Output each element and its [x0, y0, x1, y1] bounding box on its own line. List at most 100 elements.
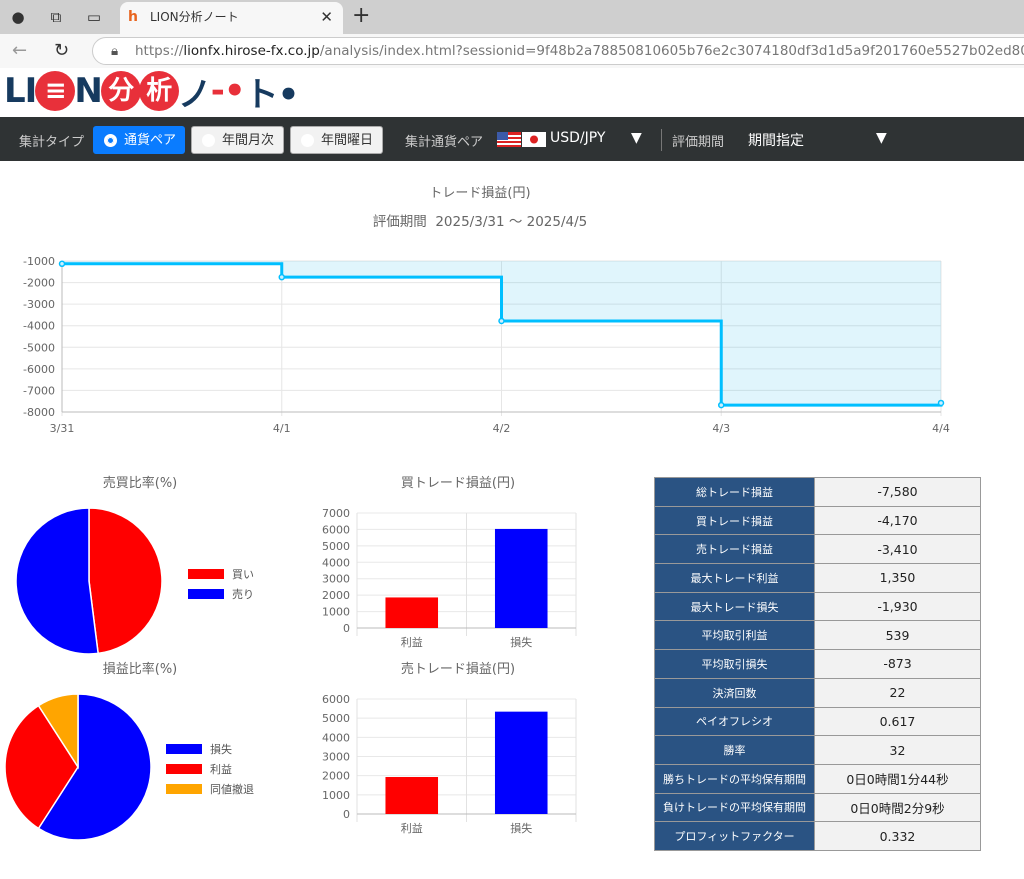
sell-trade-bar-chart: 0 1000 2000 3000 4000 5000 6000 利益 損失 [322, 693, 577, 835]
y-tick-label: 4000 [322, 731, 350, 744]
legend-label: 買い [232, 568, 254, 581]
stat-value: 0日0時間2分9秒 [814, 792, 981, 823]
legend-profit[interactable]: 利益 [166, 761, 232, 777]
new-tab-icon[interactable]: + [352, 3, 371, 28]
stats-row: 買トレード損益 -4,170 [654, 505, 981, 536]
us-flag-icon [497, 132, 521, 147]
url-path: /analysis/index.html?sessionid=9f48b2a78… [319, 43, 1024, 59]
radio-yearly-monthly[interactable]: 年間月次 [191, 126, 284, 154]
period-select[interactable]: 期間指定 [748, 133, 804, 149]
stats-row: 最大トレード利益 1,350 [654, 563, 981, 593]
x-tick-label: 損失 [510, 821, 532, 835]
legend-even[interactable]: 同値撤退 [166, 781, 254, 797]
pair-label: 集計通貨ペア [405, 135, 484, 150]
pie-slice [37, 693, 79, 770]
period-dropdown-icon[interactable]: ▼ [876, 130, 887, 146]
jp-flag-icon [522, 132, 546, 147]
y-tick-label: 3000 [322, 751, 350, 764]
stat-label: 決済回数 [654, 677, 815, 708]
stat-value: -4,170 [814, 505, 981, 536]
pie-slice [4, 704, 79, 830]
logo[interactable]: LI ≡ N 分析ノ -• ト• [4, 71, 299, 115]
y-tick-label: -3000 [23, 298, 55, 311]
buy-bar-title: 買トレード損益(円) [400, 476, 516, 491]
favicon-icon: h [128, 9, 138, 25]
x-tick-label: 利益 [401, 821, 423, 835]
pair-select[interactable]: USD/JPY [550, 130, 606, 146]
x-tick-label: 4/3 [712, 422, 730, 435]
legend-sell[interactable]: 売り [188, 586, 254, 602]
stats-table: 総トレード損益 -7,580 買トレード損益 -4,170 売トレード損益 -3,410 最… [654, 477, 981, 851]
y-tick-label: 0 [343, 622, 350, 635]
y-tick-label: 6000 [322, 523, 350, 536]
legend-buy[interactable]: 買い [188, 566, 254, 582]
radio-currency-pair[interactable]: 通貨ペア [93, 126, 185, 154]
data-point [58, 260, 66, 268]
stat-label: 売トレード損益 [654, 534, 815, 565]
divider [661, 129, 662, 151]
period-range: 2025/3/31 ～ 2025/4/5 [435, 214, 588, 230]
stat-value: -3,410 [814, 534, 981, 565]
radio-label: 年間月次 [222, 133, 275, 148]
profile-icon[interactable]: ● [11, 8, 25, 26]
stats-row: ペイオフレシオ 0.617 [654, 706, 981, 737]
y-tick-label: 6000 [322, 693, 350, 706]
pl-pie-title: 損益比率(%) [102, 662, 178, 677]
stat-label: 最大トレード損失 [654, 591, 815, 622]
radio-label: 年間曜日 [321, 133, 374, 148]
y-tick-label: -7000 [23, 384, 55, 397]
collections-icon[interactable]: ⧉ [50, 8, 62, 26]
y-tick-label: 0 [343, 808, 350, 821]
y-tick-label: 3000 [322, 573, 350, 586]
y-tick-label: -6000 [23, 363, 55, 376]
y-tick-label: -4000 [23, 320, 55, 333]
reload-icon[interactable]: ↻ [54, 40, 70, 61]
browser-tab[interactable]: h LION分析ノート ✕ [120, 2, 343, 34]
period-label: 評価期間 [672, 135, 725, 150]
x-tick-label: 4/1 [273, 422, 291, 435]
stats-row: 負けトレードの平均保有期間 0日0時間2分9秒 [654, 792, 981, 823]
radio-yearly-weekday[interactable]: 年間曜日 [290, 126, 383, 154]
pie-slice [37, 693, 152, 841]
y-tick-label: 2000 [322, 770, 350, 783]
legend-label: 売り [232, 588, 254, 601]
x-tick-label: 4/4 [932, 422, 950, 435]
y-tick-label: 1000 [322, 606, 350, 619]
period-caption: 評価期間 [372, 214, 427, 230]
back-icon[interactable]: ← [12, 40, 28, 61]
sell-bar-title: 売トレード損益(円) [400, 662, 516, 677]
x-tick-label: 4/2 [493, 422, 511, 435]
stat-label: 勝率 [654, 735, 815, 765]
y-tick-label: 7000 [322, 507, 350, 520]
stat-value: 0.617 [814, 706, 981, 737]
stat-value: -873 [814, 649, 981, 679]
url-host: lionfx.hirose-fx.co.jp [183, 43, 320, 59]
radio-label: 通貨ペア [124, 133, 177, 148]
stat-value: -7,580 [814, 477, 981, 507]
stat-value: 22 [814, 677, 981, 708]
url-field[interactable]: 🔒︎ https://lionfx.hirose-fx.co.jp/analys… [92, 37, 1024, 65]
legend-loss[interactable]: 損失 [166, 741, 232, 757]
pair-dropdown-icon[interactable]: ▼ [631, 130, 642, 146]
close-tab-icon[interactable]: ✕ [320, 8, 333, 26]
stats-row: 勝率 32 [654, 735, 981, 765]
y-tick-label: 5000 [322, 712, 350, 725]
stat-label: 平均取引利益 [654, 620, 815, 651]
data-point [718, 401, 725, 409]
tab-title: LION分析ノート [150, 10, 239, 24]
stat-label: 負けトレードの平均保有期間 [654, 792, 815, 823]
stat-label: 平均取引損失 [654, 649, 815, 679]
stat-label: 最大トレード利益 [654, 563, 815, 593]
legend-label: 利益 [210, 763, 232, 776]
tab-actions-icon[interactable]: ▭ [86, 8, 102, 26]
x-tick-label: 損失 [510, 635, 532, 649]
stat-label: 勝ちトレードの平均保有期間 [654, 763, 815, 794]
stat-value: 539 [814, 620, 981, 651]
stat-value: 0日0時間1分44秒 [814, 763, 981, 794]
pie-slice [88, 507, 163, 655]
legend-label: 同値撤退 [210, 783, 254, 796]
stats-row: 売トレード損益 -3,410 [654, 534, 981, 565]
y-tick-label: 1000 [322, 789, 350, 802]
stat-value: -1,930 [814, 591, 981, 622]
url-prefix: https:// [135, 43, 184, 59]
